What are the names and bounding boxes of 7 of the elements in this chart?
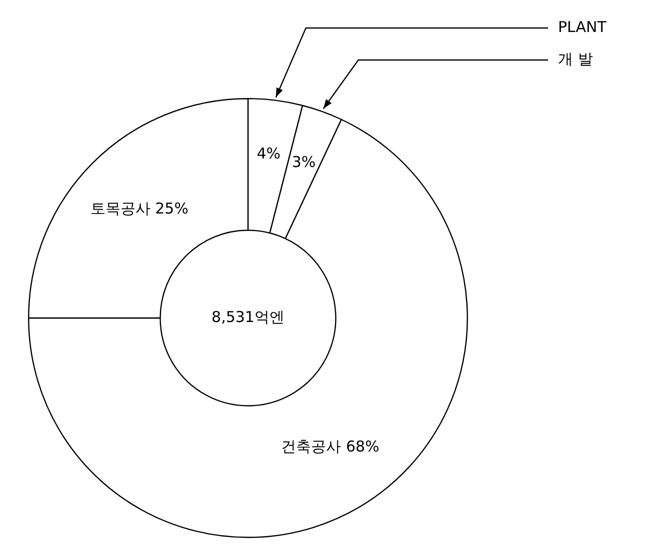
slice-label: 건축공사 68% <box>281 438 380 456</box>
slice-label: PLANT <box>558 18 608 36</box>
slice-label: 개 발 <box>558 50 593 68</box>
data-label: 4% <box>256 144 281 163</box>
slice-label: 토목공사 25% <box>90 199 188 218</box>
data-label: 3% <box>292 153 316 172</box>
text: 8,531억엔 <box>212 308 284 326</box>
